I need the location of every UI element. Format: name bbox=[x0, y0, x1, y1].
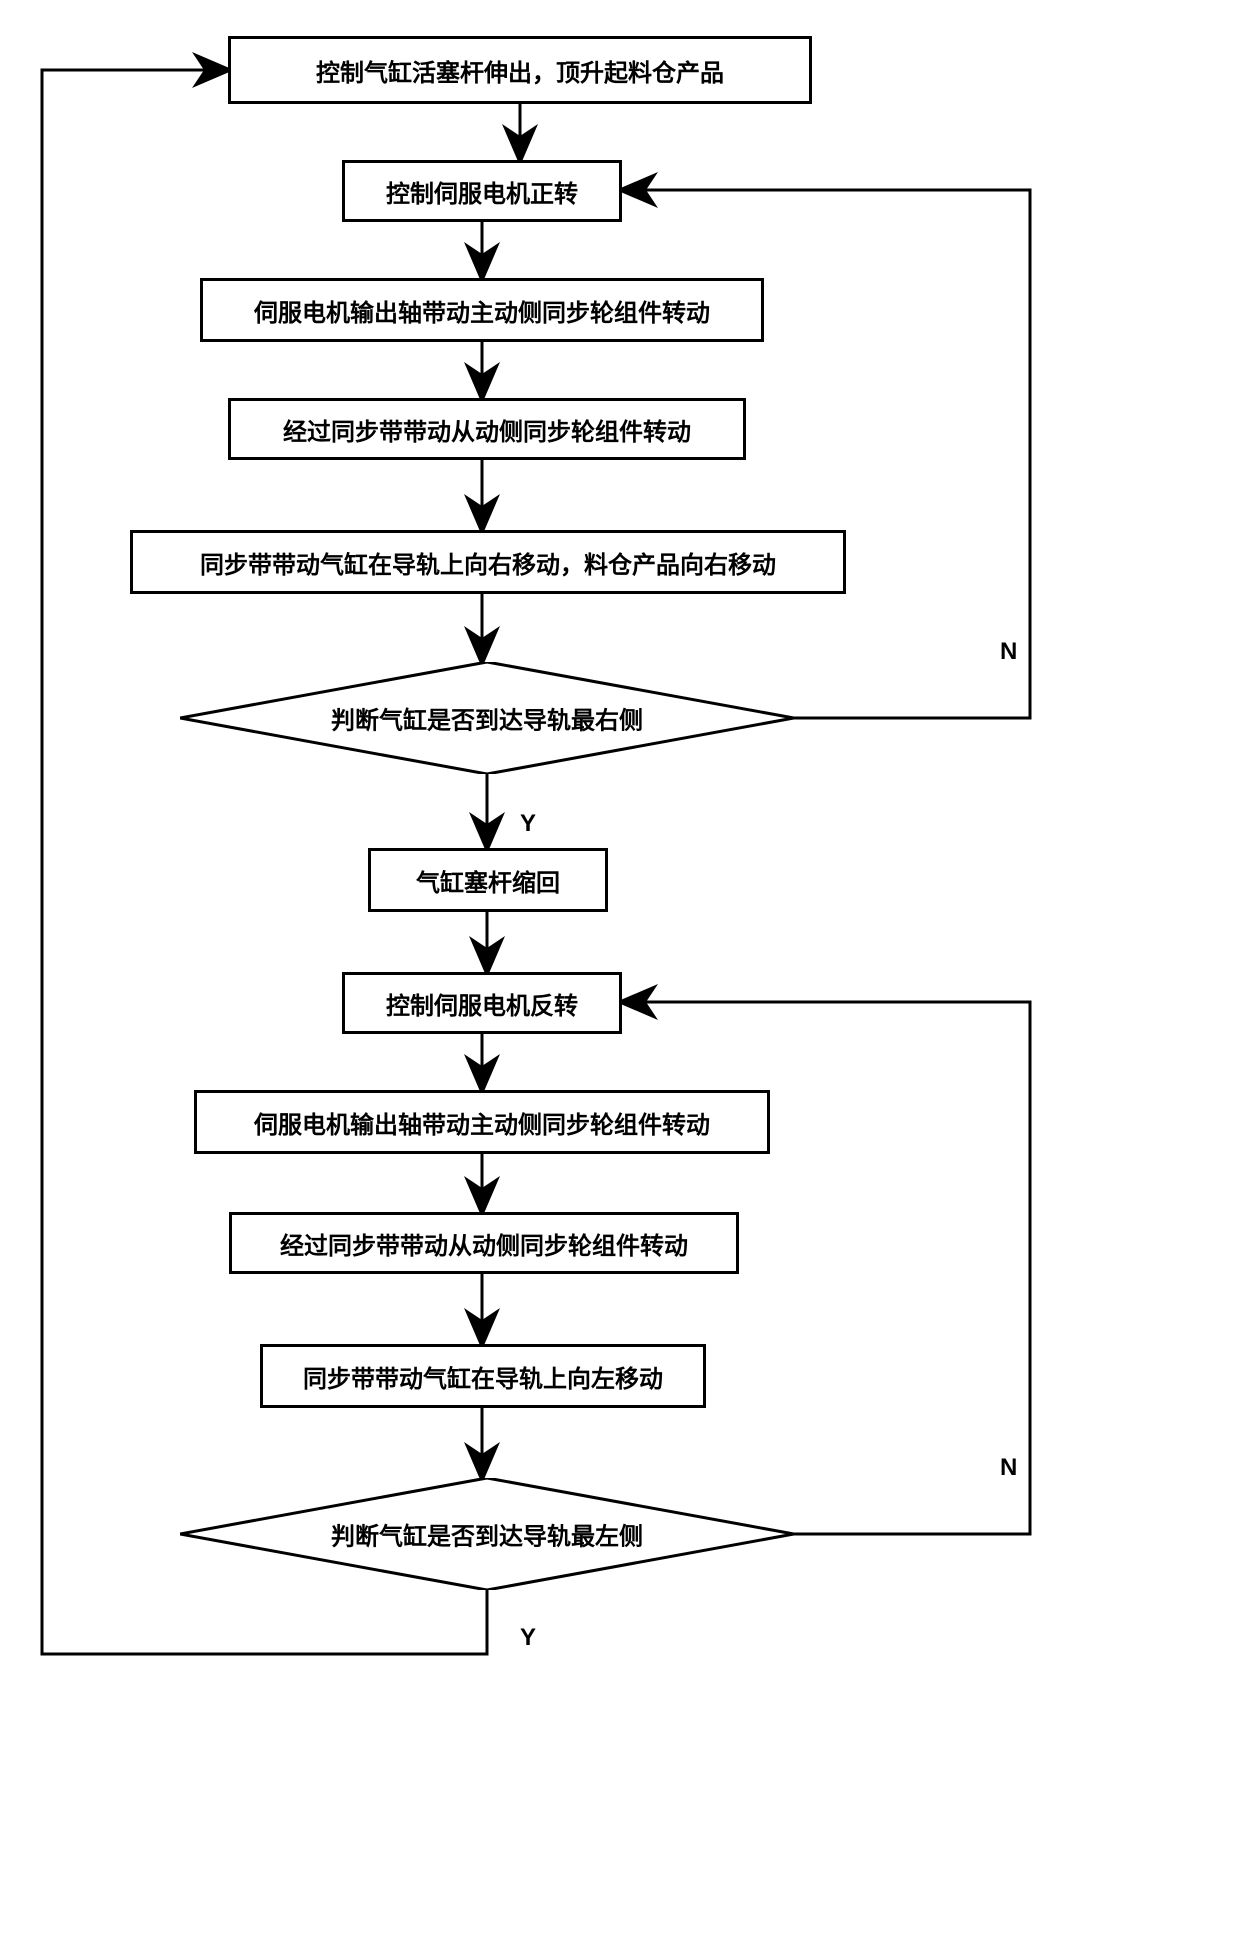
process-n7: 控制伺服电机反转 bbox=[342, 972, 622, 1034]
process-n9: 经过同步带带动从动侧同步轮组件转动 bbox=[229, 1212, 739, 1274]
process-text-n3: 伺服电机输出轴带动主动侧同步轮组件转动 bbox=[254, 293, 710, 328]
process-n8: 伺服电机输出轴带动主动侧同步轮组件转动 bbox=[194, 1090, 770, 1154]
process-n10: 同步带带动气缸在导轨上向左移动 bbox=[260, 1344, 706, 1408]
process-text-n4: 经过同步带带动从动侧同步轮组件转动 bbox=[283, 412, 691, 447]
process-text-n2: 控制伺服电机正转 bbox=[386, 174, 578, 209]
process-n2: 控制伺服电机正转 bbox=[342, 160, 622, 222]
process-n1: 控制气缸活塞杆伸出，顶升起料仓产品 bbox=[228, 36, 812, 104]
process-n3: 伺服电机输出轴带动主动侧同步轮组件转动 bbox=[200, 278, 764, 342]
decision-d2: 判断气缸是否到达导轨最左侧 bbox=[180, 1478, 794, 1590]
edge-label-d1-n2: N bbox=[1000, 638, 1017, 666]
process-text-n8: 伺服电机输出轴带动主动侧同步轮组件转动 bbox=[254, 1105, 710, 1140]
process-n5: 同步带带动气缸在导轨上向右移动，料仓产品向右移动 bbox=[130, 530, 846, 594]
process-n6: 气缸塞杆缩回 bbox=[368, 848, 608, 912]
process-text-n5: 同步带带动气缸在导轨上向右移动，料仓产品向右移动 bbox=[200, 545, 776, 580]
decision-text-d2: 判断气缸是否到达导轨最左侧 bbox=[331, 1517, 643, 1552]
decision-d1: 判断气缸是否到达导轨最右侧 bbox=[180, 662, 794, 774]
edge-label-d1-n6: Y bbox=[520, 810, 536, 838]
process-text-n1: 控制气缸活塞杆伸出，顶升起料仓产品 bbox=[316, 53, 724, 88]
process-text-n6: 气缸塞杆缩回 bbox=[416, 863, 560, 898]
process-text-n7: 控制伺服电机反转 bbox=[386, 986, 578, 1021]
decision-text-d1: 判断气缸是否到达导轨最右侧 bbox=[331, 701, 643, 736]
edge-label-d2-n1: Y bbox=[520, 1624, 536, 1652]
edge-label-d2-n7: N bbox=[1000, 1454, 1017, 1482]
process-n4: 经过同步带带动从动侧同步轮组件转动 bbox=[228, 398, 746, 460]
process-text-n9: 经过同步带带动从动侧同步轮组件转动 bbox=[280, 1226, 688, 1261]
process-text-n10: 同步带带动气缸在导轨上向左移动 bbox=[303, 1359, 663, 1394]
